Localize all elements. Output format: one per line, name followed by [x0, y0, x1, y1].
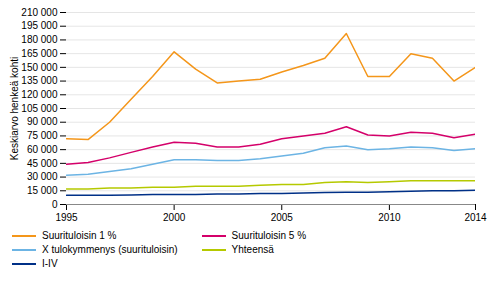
svg-text:180 000: 180 000 [21, 34, 58, 45]
svg-text:45 000: 45 000 [27, 158, 58, 169]
svg-text:75 000: 75 000 [27, 130, 58, 141]
svg-text:195 000: 195 000 [21, 20, 58, 31]
svg-text:2005: 2005 [271, 212, 294, 223]
html-text:I-IV: I-IV [42, 258, 58, 269]
svg-text:60 000: 60 000 [27, 144, 58, 155]
svg-text:15 000: 15 000 [27, 185, 58, 196]
svg-text:165 000: 165 000 [21, 48, 58, 59]
svg-text:1995: 1995 [55, 212, 78, 223]
svg-text:2000: 2000 [163, 212, 186, 223]
html-text:X tulokymmenys (suurituloisin): X tulokymmenys (suurituloisin) [42, 244, 178, 255]
svg-text:2010: 2010 [378, 212, 401, 223]
svg-text:0: 0 [52, 199, 58, 210]
html-text:Suurituloisin 5 %: Suurituloisin 5 % [231, 230, 307, 241]
svg-text:105 000: 105 000 [21, 103, 58, 114]
svg-text:90 000: 90 000 [27, 116, 58, 127]
svg-text:Keskiarvo henkeä kohti: Keskiarvo henkeä kohti [9, 57, 20, 160]
svg-text:150 000: 150 000 [21, 62, 58, 73]
html-text:Suurituloisin 1 %: Suurituloisin 1 % [42, 230, 117, 241]
svg-text:120 000: 120 000 [21, 89, 58, 100]
html-text:Yhteensä: Yhteensä [231, 244, 274, 255]
svg-text:135 000: 135 000 [21, 75, 58, 86]
svg-text:210 000: 210 000 [21, 7, 58, 18]
svg-text:2014: 2014 [464, 212, 487, 223]
svg-text:30 000: 30 000 [27, 171, 58, 182]
